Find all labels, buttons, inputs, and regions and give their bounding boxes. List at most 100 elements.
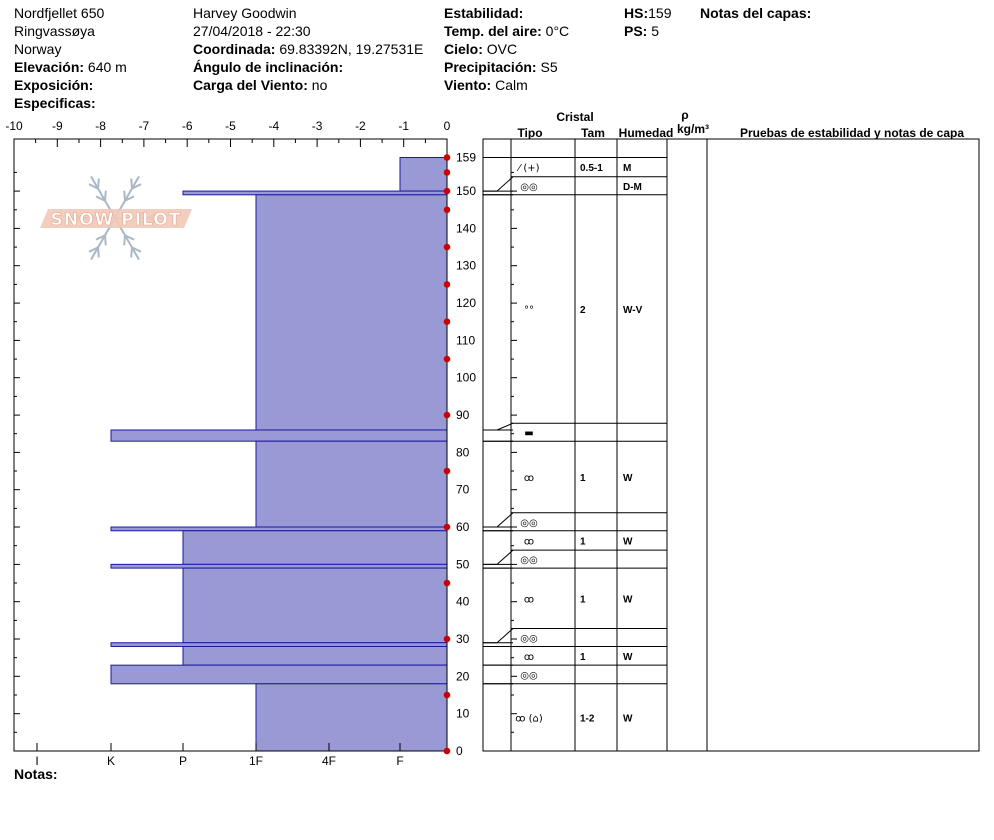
table-header-density-symbol: ρ (681, 108, 688, 122)
table-header-size: Tam (581, 126, 605, 140)
grain-size-value: 1 (580, 536, 586, 547)
wind-load-label: Carga del Viento: (193, 77, 308, 93)
table-header-moisture: Humedad (619, 126, 674, 140)
air-temp-value: 0°C (545, 23, 570, 39)
grain-type-symbol: ◎◎ (520, 182, 537, 193)
header-left: Nordfjellet 650 Ringvassøya Norway Eleva… (14, 4, 127, 112)
depth-tick-label: 120 (456, 296, 476, 310)
country-name: Norway (14, 41, 62, 57)
temperature-tick-label: -2 (355, 119, 366, 133)
temperature-point (443, 281, 451, 288)
coordinate-row: Coordinada: 69.83392N, 19.27531E (193, 40, 423, 58)
temperature-tick-label: -1 (398, 119, 409, 133)
layer-connector-slant (483, 628, 514, 644)
grain-size-value: 1-2 (580, 713, 595, 724)
temperature-tick-label: -7 (139, 119, 150, 133)
depth-tick-label: 70 (456, 483, 470, 497)
sky-label: Cielo: (444, 41, 483, 57)
temperature-tick-label: -6 (182, 119, 193, 133)
temperature-point (443, 747, 451, 755)
air-temp-label: Temp. del aire: (444, 23, 542, 39)
snowpilot-logo: SNOW PILOT (40, 175, 192, 261)
ps-row: PS: 5 (624, 22, 671, 40)
temperature-point (443, 635, 451, 643)
header-middle: Harvey Goodwin 27/04/2018 - 22:30 Coordi… (193, 4, 423, 94)
layer-notes-label: Notas del capas: (700, 5, 812, 21)
temperature-tick-label: -5 (225, 119, 236, 133)
temperature-point (443, 206, 451, 214)
temperature-point (443, 187, 451, 195)
table-header-crystal: Cristal (556, 110, 593, 124)
temperature-point (443, 411, 451, 419)
moisture-value: M (623, 163, 631, 174)
depth-tick-label: 50 (456, 557, 470, 571)
hardness-tick-label: I (35, 754, 38, 768)
table-header-tests: Pruebas de estabilidad y notas de capa (740, 126, 964, 140)
notes-row: Notas: (14, 765, 58, 783)
temperature-tick-label: -9 (52, 119, 63, 133)
depth-tick-label: 60 (456, 520, 470, 534)
left-plot-axes: -10 -9 -8 -7 -6 -5 -4 -3 -2 -1 0I K P 1F 4F F0102030405… (5, 119, 476, 768)
precip-row: Precipitación: S5 (444, 58, 569, 76)
temperature-point (443, 243, 451, 251)
depth-tick-label: 90 (456, 408, 470, 422)
depth-tick-label: 40 (456, 595, 470, 609)
hardness-tick-label: 4F (322, 754, 336, 768)
hardness-bar (255, 683, 448, 752)
grain-type-symbol: ◎◎ (520, 634, 537, 645)
slope-label: Ángulo de inclinación: (193, 59, 344, 75)
grain-type-symbol: °° (524, 305, 534, 316)
hardness-tick-label: 1F (249, 754, 263, 768)
layer-connector-slant (483, 512, 514, 528)
hs-value: 159 (648, 5, 672, 21)
layer-connector-slant (483, 549, 514, 565)
temperature-point (443, 355, 451, 363)
hardness-tick-label: K (107, 754, 115, 768)
depth-tick-label: 100 (456, 371, 476, 385)
grain-type-symbol: ▬ (524, 428, 533, 439)
temperature-point (443, 691, 451, 699)
temperature-point (443, 467, 451, 475)
grain-size-value: 1 (580, 652, 586, 663)
wind-label: Viento: (444, 77, 492, 93)
hardness-bar (182, 645, 448, 666)
grain-type-symbol: ⁄ (+) (516, 163, 539, 174)
wind-value: Calm (495, 77, 528, 93)
grain-type-symbol: ◎◎ (520, 555, 537, 566)
ps-value: 5 (651, 23, 660, 39)
moisture-value: W (623, 594, 633, 605)
temperature-point (443, 523, 451, 531)
stability-label: Estabilidad: (444, 5, 524, 21)
table-header-density-unit: kg/m³ (677, 122, 709, 136)
header-hs-ps: HS:159 PS: 5 (624, 4, 671, 40)
wind-load-row: Carga del Viento: no (193, 76, 423, 94)
air-temp-row: Temp. del aire: 0°C (444, 22, 569, 40)
layer-connectors (483, 157, 514, 752)
sky-row: Cielo: OVC (444, 40, 569, 58)
logo-text: SNOW PILOT (51, 210, 182, 230)
hardness-bar (182, 567, 448, 644)
grain-type-symbol: ꝏ (524, 473, 534, 484)
depth-tick-label: 130 (456, 259, 476, 273)
depth-tick-label: 140 (456, 221, 476, 235)
hardness-layers (110, 157, 448, 752)
temperature-markers (443, 154, 451, 755)
hs-label: HS: (624, 5, 649, 21)
temperature-point (443, 318, 451, 326)
hardness-bar (182, 190, 448, 196)
ps-label: PS: (624, 23, 648, 39)
header-right: Estabilidad: Temp. del aire: 0°C Cielo: … (444, 4, 569, 94)
moisture-value: W-V (623, 305, 643, 316)
wind-row: Viento: Calm (444, 76, 569, 94)
moisture-value: W (623, 652, 633, 663)
temperature-point (443, 169, 451, 176)
grain-size-value: 2 (580, 305, 586, 316)
depth-tick-label: 110 (456, 333, 475, 347)
hardness-bar (110, 429, 448, 442)
region-name: Ringvassøya (14, 23, 95, 39)
wind-load-value: no (311, 77, 328, 93)
grain-size-value: 0.5-1 (580, 163, 603, 174)
coordinate-value: 69.83392N, 19.27531E (279, 41, 424, 57)
depth-tick-label: 30 (456, 632, 470, 646)
